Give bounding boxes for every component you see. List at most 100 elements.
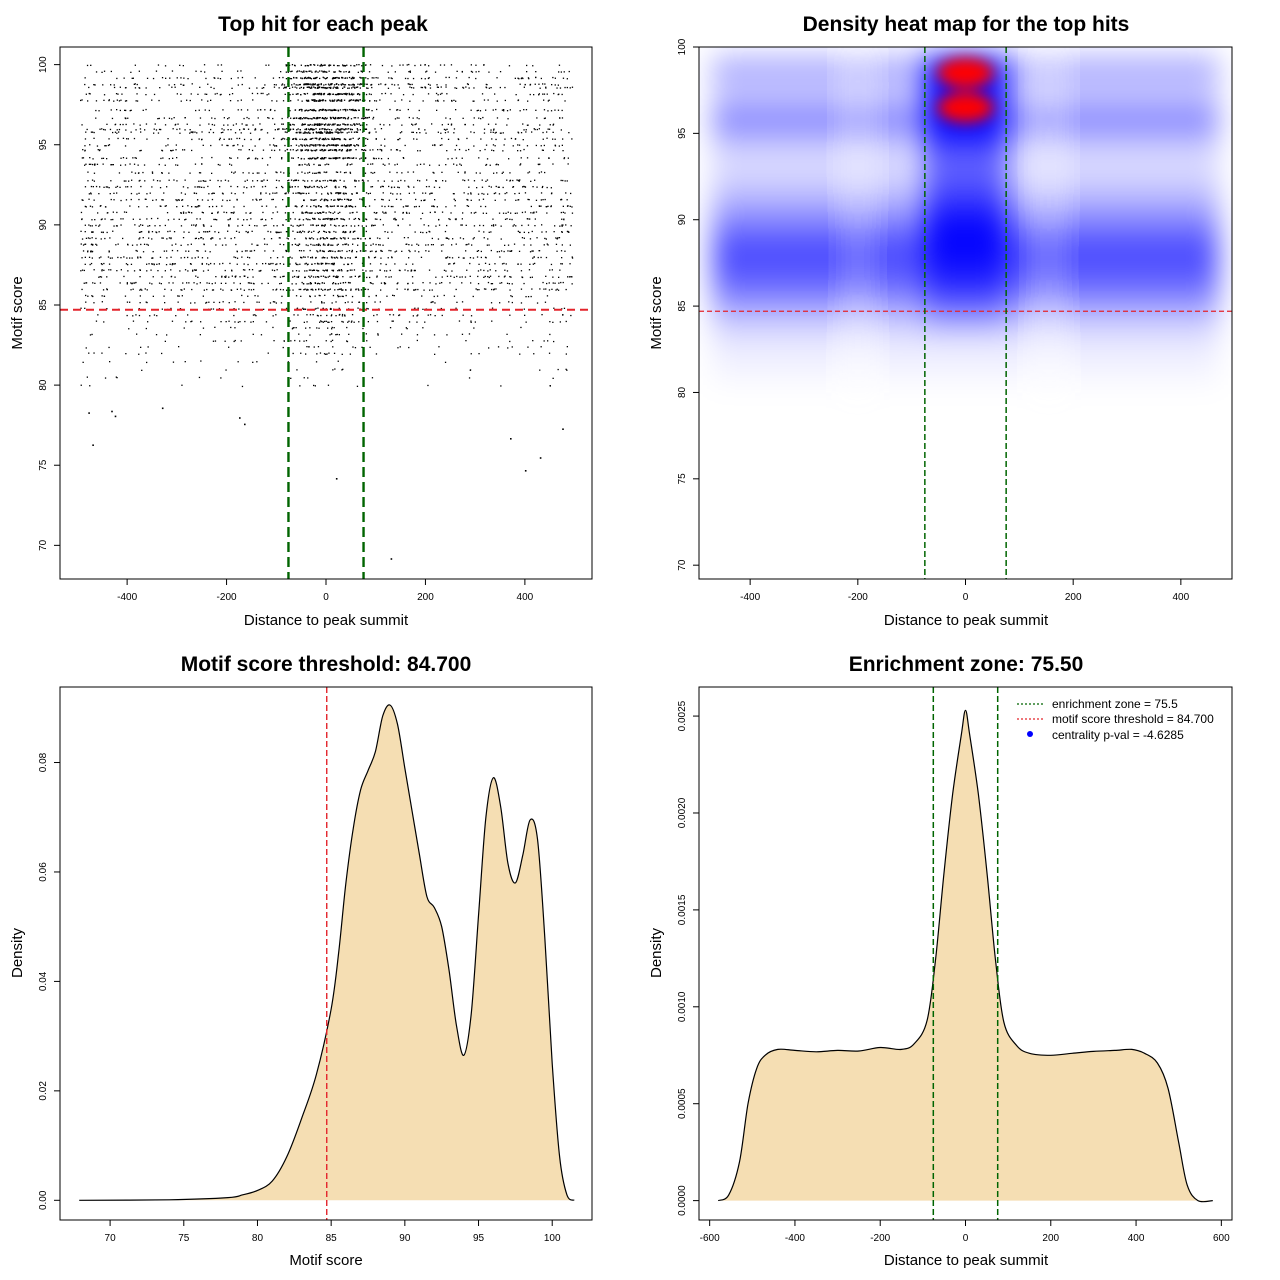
scatter-point xyxy=(82,361,84,363)
scatter-point xyxy=(523,185,525,188)
scatter-point xyxy=(374,128,376,130)
legend: enrichment zone = 75.5 motif score thres… xyxy=(1017,697,1214,742)
scatter-point xyxy=(319,145,321,147)
scatter-point xyxy=(406,243,408,245)
scatter-point xyxy=(315,172,317,174)
scatter-point xyxy=(297,276,299,278)
scatter-point xyxy=(126,257,128,259)
scatter-point xyxy=(202,327,205,329)
scatter-point xyxy=(551,269,553,271)
scatter-point xyxy=(237,157,239,159)
scatter-point xyxy=(388,163,390,165)
scatter-point xyxy=(399,109,401,111)
scatter-point xyxy=(323,144,325,146)
distance-density-x-tick-label: 400 xyxy=(1128,1233,1145,1244)
scatter-point xyxy=(340,93,342,95)
scatter-point xyxy=(243,263,245,265)
scatter-point xyxy=(260,198,262,201)
scatter-point xyxy=(146,243,148,246)
scatter-point xyxy=(311,269,314,272)
scatter-point xyxy=(210,86,212,88)
scatter-point xyxy=(242,128,245,130)
scatter-point xyxy=(110,180,112,182)
scatter-point xyxy=(201,131,203,133)
scatter-point xyxy=(330,238,332,240)
scatter-point xyxy=(199,172,202,174)
scatter-point xyxy=(434,315,436,317)
scatter-point xyxy=(330,83,333,85)
scatter-point xyxy=(491,138,493,140)
scatter-point xyxy=(335,129,337,131)
scatter-point xyxy=(226,144,228,147)
scatter-point xyxy=(196,218,198,220)
scatter-point xyxy=(327,217,329,220)
scatter-point xyxy=(131,179,133,181)
heatmap-density-field xyxy=(712,47,1219,393)
heatmap-reference-lines xyxy=(699,47,1232,579)
scatter-point xyxy=(427,93,430,95)
scatter-point xyxy=(390,186,393,189)
scatter-point xyxy=(330,212,332,214)
scatter-point xyxy=(399,64,401,66)
scatter-point xyxy=(164,270,166,272)
scatter-point xyxy=(303,83,306,85)
scatter-point xyxy=(156,315,158,317)
scatter-point xyxy=(315,100,318,102)
scatter-point xyxy=(317,224,319,226)
scatter-point xyxy=(536,302,539,304)
scatter-point xyxy=(116,99,118,101)
scatter-point xyxy=(408,186,410,188)
scatter-point xyxy=(451,270,453,272)
scatter-point xyxy=(353,109,355,111)
scatter-point xyxy=(208,131,210,134)
scatter-point xyxy=(224,340,226,342)
scatter-point xyxy=(200,360,202,362)
scatter-point xyxy=(275,179,278,181)
scatter-point xyxy=(214,77,216,79)
scatter-point xyxy=(244,275,246,277)
scatter-point xyxy=(365,149,367,152)
scatter-point-outlier xyxy=(114,415,117,418)
scatter-point xyxy=(368,295,370,298)
scatter-point xyxy=(329,157,331,160)
scatter-point xyxy=(167,138,169,140)
scatter-point xyxy=(461,157,463,159)
scatter-point xyxy=(427,314,429,316)
scatter-point xyxy=(488,263,491,265)
scatter-point xyxy=(300,288,302,291)
scatter-point xyxy=(339,313,341,316)
scatter-point xyxy=(365,93,368,96)
scatter-point xyxy=(523,109,525,111)
scatter-point xyxy=(312,238,315,240)
scatter-point xyxy=(298,145,300,147)
scatter-point xyxy=(375,295,377,297)
scatter-point xyxy=(434,144,436,147)
scatter-points xyxy=(80,63,574,560)
scatter-point xyxy=(354,238,356,240)
scatter-point xyxy=(333,180,335,182)
scatter-point xyxy=(201,262,203,265)
scatter-point xyxy=(358,180,360,182)
scatter-point xyxy=(342,65,344,67)
scatter-point xyxy=(359,99,361,101)
scatter-point xyxy=(294,339,296,342)
scatter-point xyxy=(210,238,212,240)
scatter-point xyxy=(155,199,157,201)
scatter-point xyxy=(303,158,305,160)
scatter-point xyxy=(502,132,504,134)
scatter-point xyxy=(522,186,524,188)
scatter-point xyxy=(306,92,309,95)
scatter-point xyxy=(382,224,384,226)
distance-density-x-tick-label: -600 xyxy=(700,1233,720,1244)
scatter-point xyxy=(359,83,361,85)
scatter-point xyxy=(300,108,302,111)
scatter-point xyxy=(530,205,532,208)
scatter-point xyxy=(437,131,439,133)
scatter-point xyxy=(220,93,222,96)
scatter-point xyxy=(396,109,398,111)
scatter-point xyxy=(101,71,103,73)
scatter-point xyxy=(454,149,456,151)
scatter-point xyxy=(332,77,334,80)
scatter-point xyxy=(435,100,437,102)
scatter-point xyxy=(514,77,516,79)
